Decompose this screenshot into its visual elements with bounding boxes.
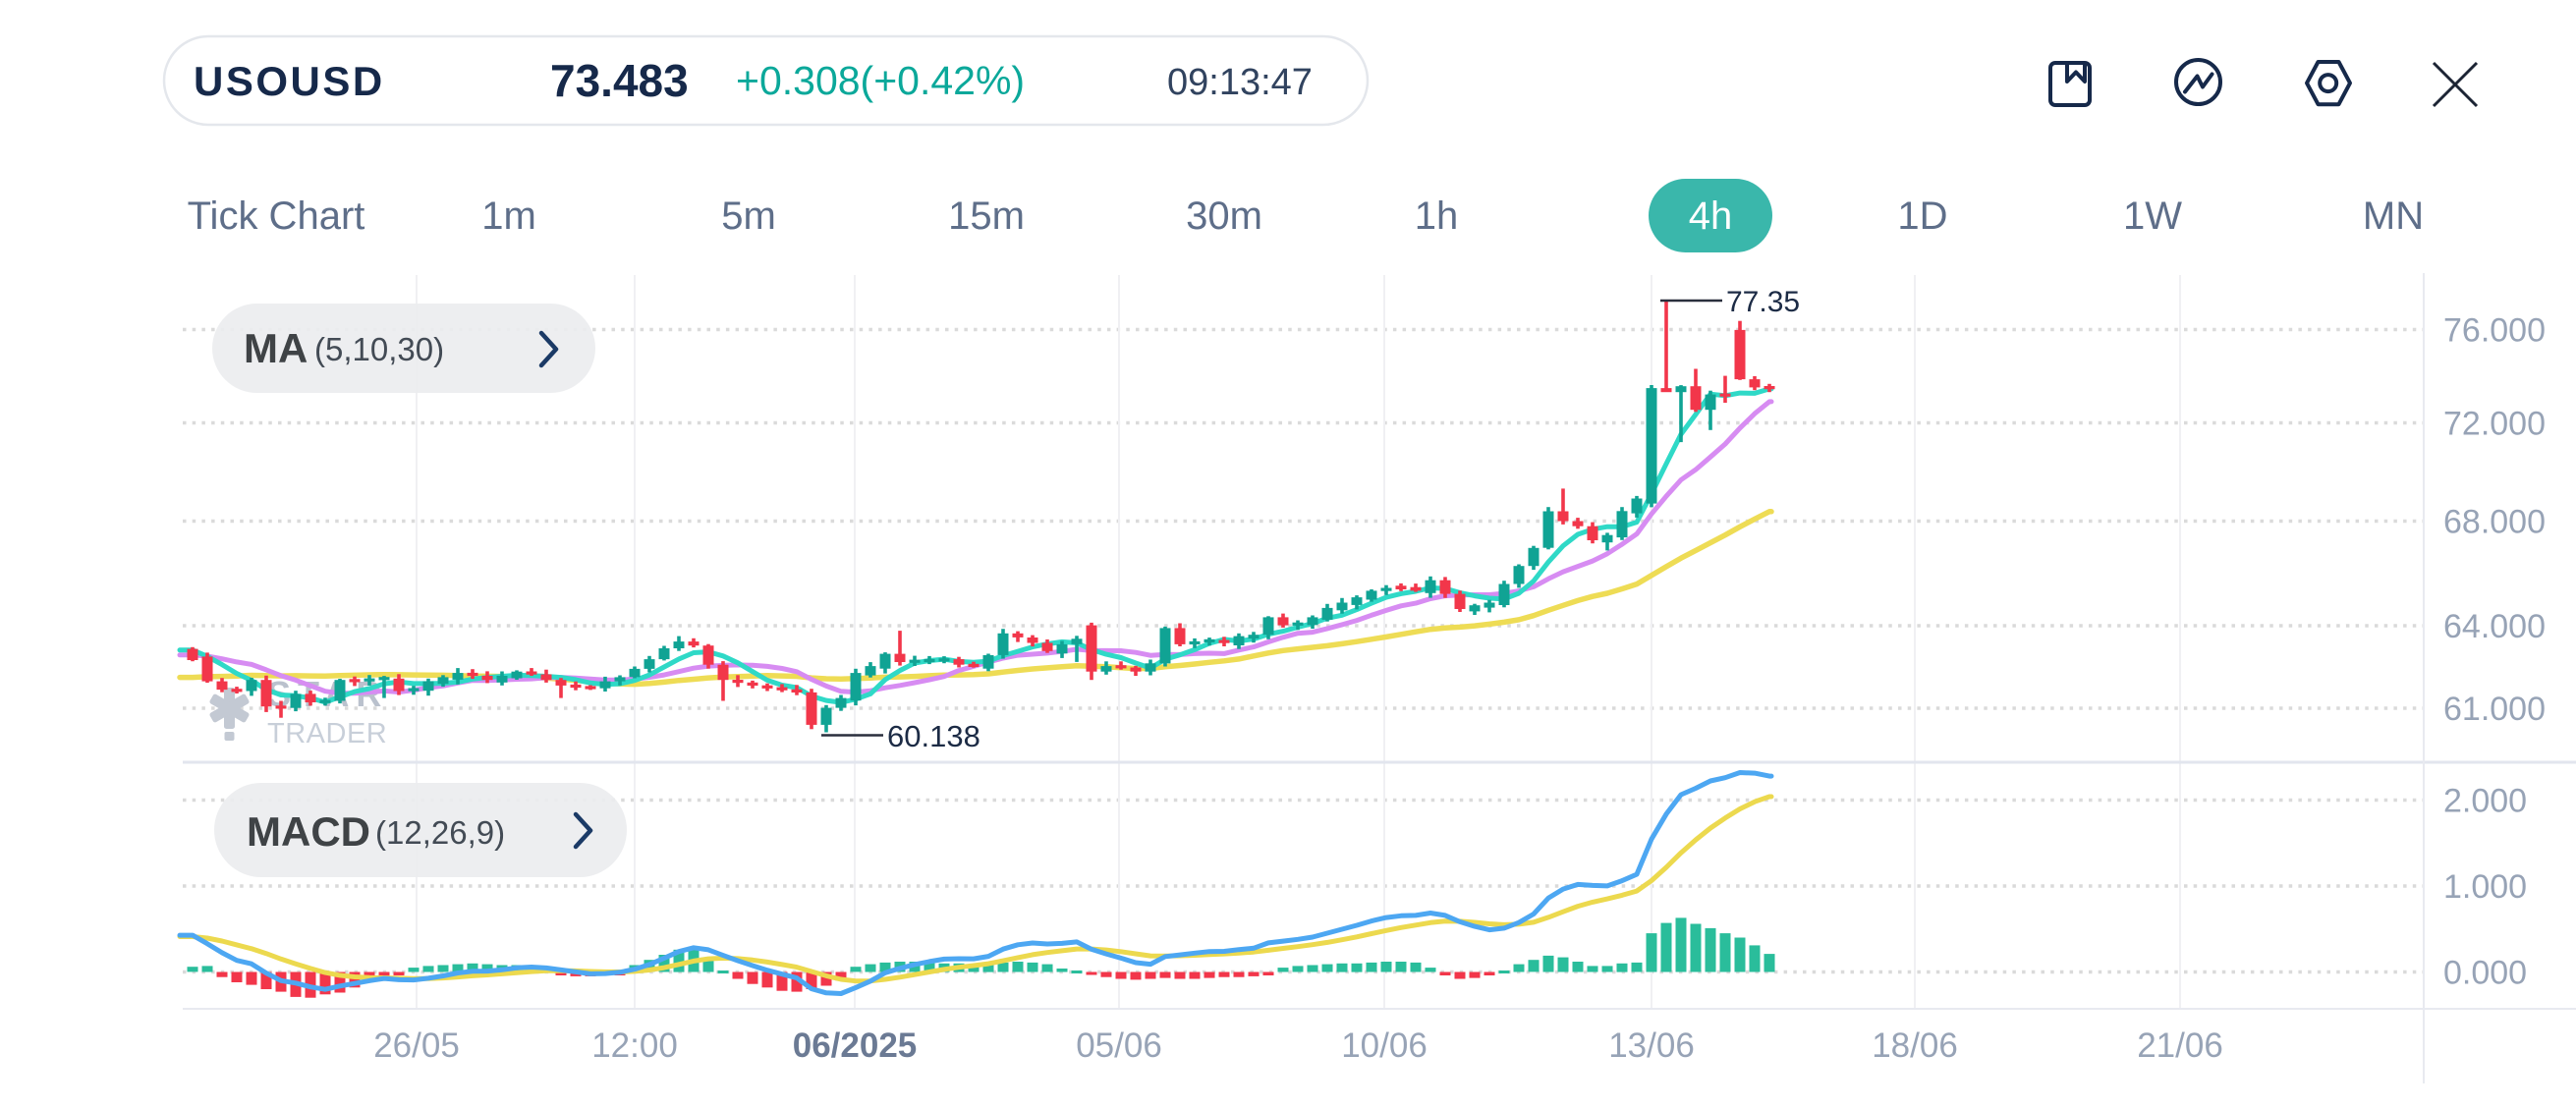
svg-text:1m: 1m [481, 194, 536, 238]
svg-text:+0.308(+0.42%): +0.308(+0.42%) [736, 58, 1025, 103]
svg-text:13/06: 13/06 [1608, 1026, 1695, 1065]
svg-text:TRADER: TRADER [267, 718, 387, 749]
svg-text:4h: 4h [1689, 194, 1733, 238]
svg-text:05/06: 05/06 [1076, 1026, 1162, 1065]
svg-text:1W: 1W [2123, 194, 2182, 238]
svg-text:MA: MA [244, 325, 308, 371]
svg-text:15m: 15m [948, 194, 1025, 238]
svg-text:MACD: MACD [247, 808, 370, 855]
svg-text:30m: 30m [1186, 194, 1262, 238]
svg-text:73.483: 73.483 [550, 55, 689, 106]
svg-text:1.000: 1.000 [2443, 868, 2527, 906]
svg-text:72.000: 72.000 [2443, 406, 2546, 443]
svg-text:21/06: 21/06 [2137, 1026, 2223, 1065]
svg-text:26/05: 26/05 [373, 1026, 460, 1065]
svg-text:68.000: 68.000 [2443, 504, 2546, 541]
svg-text:06/2025: 06/2025 [793, 1026, 918, 1065]
svg-text:5m: 5m [721, 194, 776, 238]
svg-text:18/06: 18/06 [1872, 1026, 1958, 1065]
svg-text:61.000: 61.000 [2443, 691, 2546, 728]
svg-text:10/06: 10/06 [1341, 1026, 1428, 1065]
svg-text:60.138: 60.138 [887, 719, 980, 753]
svg-text:0.000: 0.000 [2443, 955, 2527, 992]
svg-text:77.35: 77.35 [1726, 286, 1800, 318]
svg-text:1D: 1D [1897, 194, 1947, 238]
svg-text:Tick Chart: Tick Chart [188, 194, 365, 238]
svg-text:MN: MN [2363, 194, 2424, 238]
svg-text:(5,10,30): (5,10,30) [314, 331, 444, 367]
svg-text:09:13:47: 09:13:47 [1167, 62, 1313, 103]
svg-text:76.000: 76.000 [2443, 312, 2546, 350]
svg-text:64.000: 64.000 [2443, 608, 2546, 645]
svg-text:2.000: 2.000 [2443, 783, 2527, 820]
svg-text:(12,26,9): (12,26,9) [375, 814, 505, 851]
svg-text:1h: 1h [1415, 194, 1459, 238]
svg-text:USOUSD: USOUSD [194, 58, 385, 104]
svg-text:12:00: 12:00 [591, 1026, 678, 1065]
